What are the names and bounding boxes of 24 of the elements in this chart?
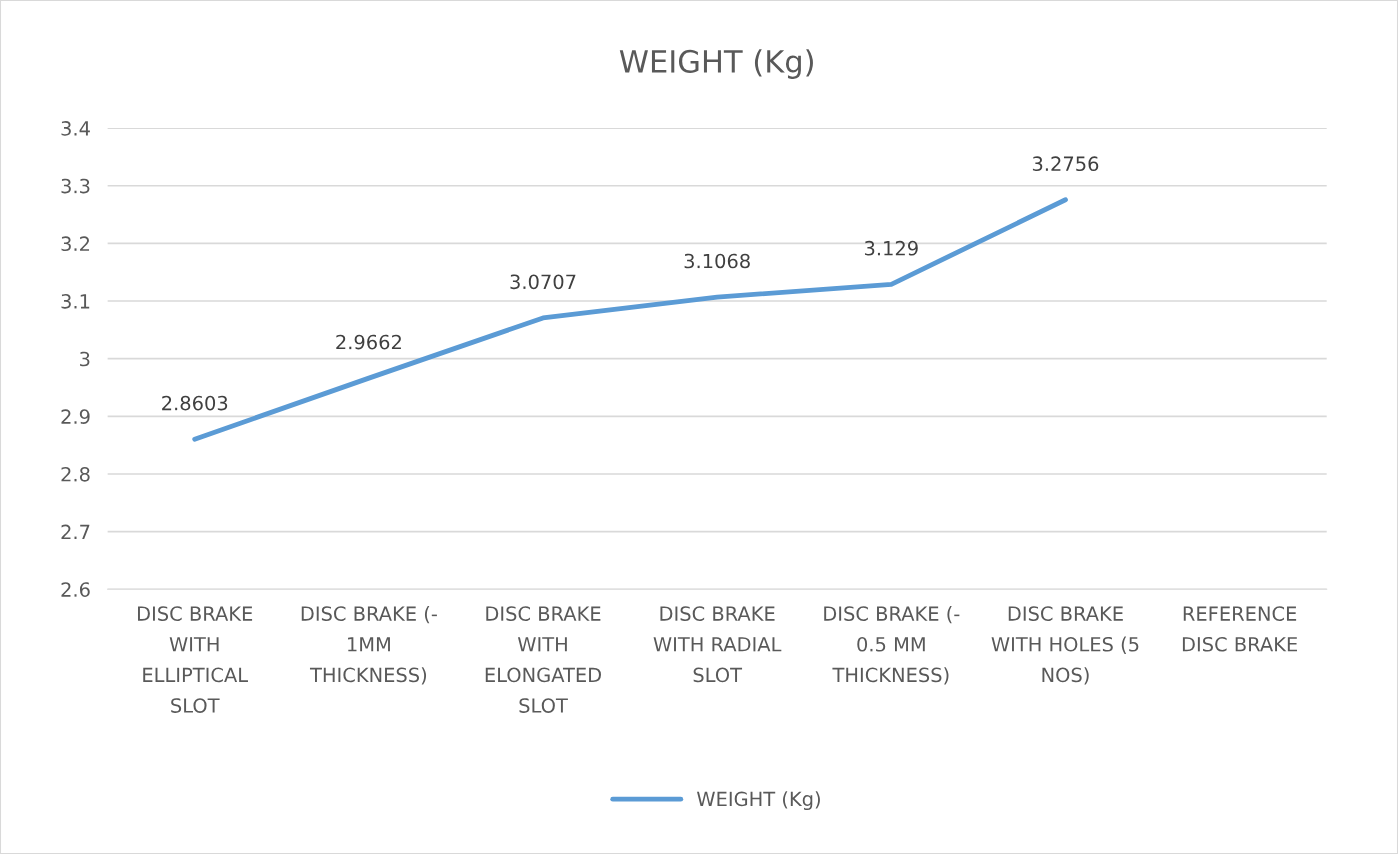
x-tick-label: DISC BRAKE (- 1MM THICKNESS) [301,605,437,685]
data-label: 3.2756 [1032,156,1099,172]
data-label: 2.8603 [162,395,228,411]
y-tick-label: 2.8 [61,466,90,482]
y-tick-label: 3.3 [61,178,90,194]
y-tick-label: 3.2 [61,236,90,252]
legend-label: WEIGHT (Kg) [697,791,820,811]
x-tick-label: DISC BRAKE WITH ELONGATED SLOT [485,606,601,713]
data-label: 3.129 [864,240,918,256]
x-tick-label: DISC BRAKE WITH RADIAL SLOT [653,606,782,683]
y-tick-label: 2.7 [61,524,90,539]
y-tick-label: 2.9 [61,409,90,424]
data-label: 3.1068 [684,253,750,269]
y-tick-label: 3.1 [61,293,90,309]
y-tick-label: 2.6 [61,582,90,597]
x-tick-label: REFERENCE DISC BRAKE [1182,606,1297,652]
chart-title: WEIGHT (Kg) [619,49,813,79]
data-label: 2.9662 [336,334,401,350]
y-tick-label: 3 [80,351,90,367]
x-tick-label: DISC BRAKE WITH HOLES (5 NOS) [991,606,1139,685]
x-tick-label: DISC BRAKE (- 0.5 MM THICKNESS) [824,605,960,685]
y-tick-label: 3.4 [61,121,90,136]
data-label: 3.0707 [510,274,576,290]
x-tick-label: DISC BRAKE WITH ELLIPTICAL SLOT [138,606,253,713]
